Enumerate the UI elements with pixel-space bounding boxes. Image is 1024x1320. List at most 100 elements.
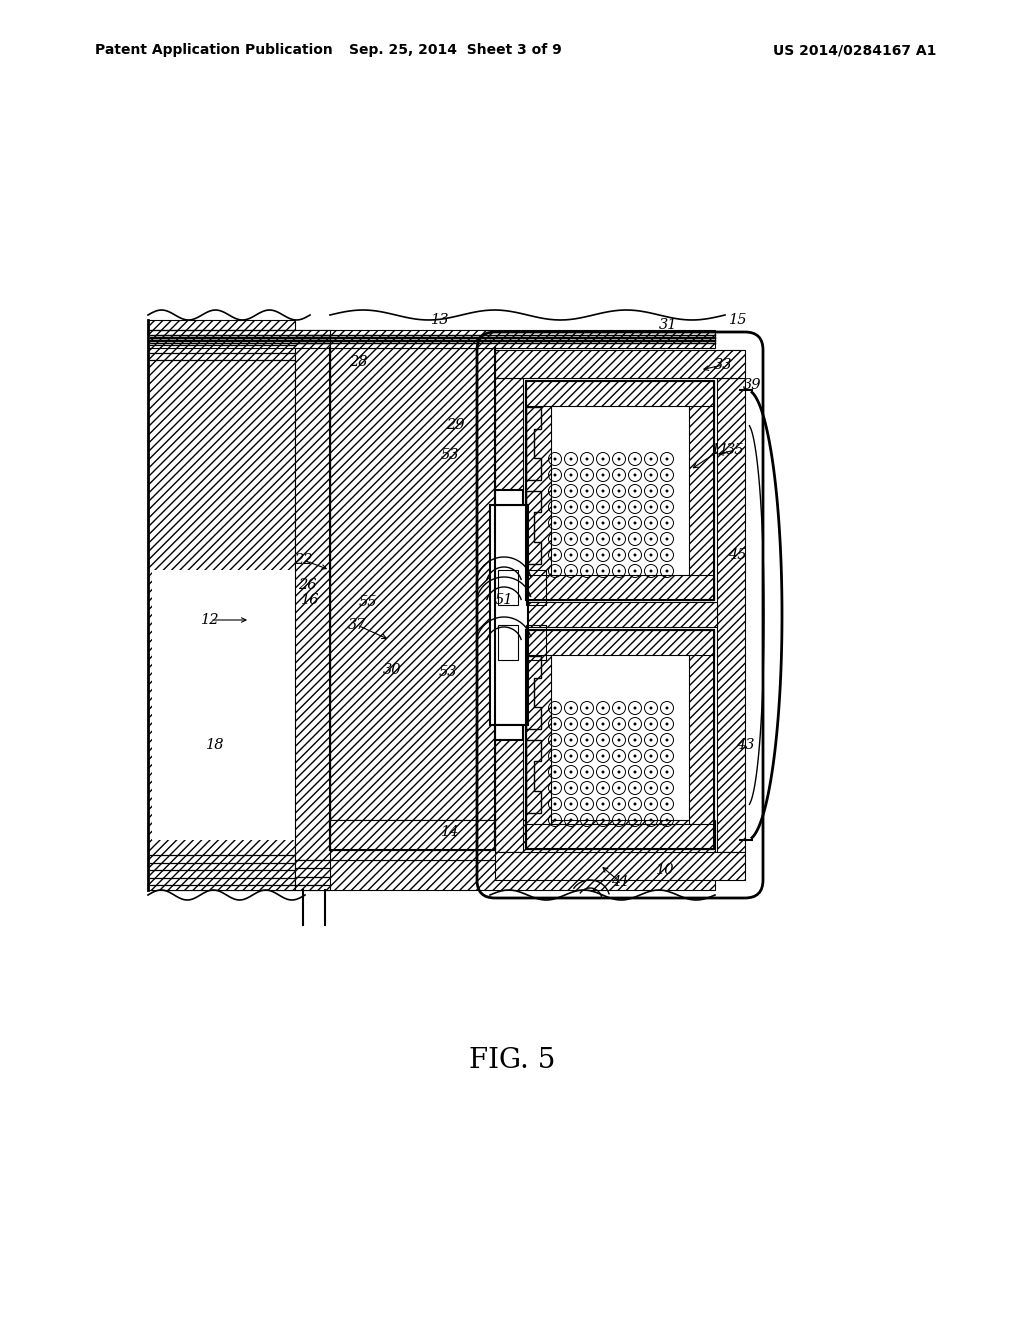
Circle shape (617, 553, 621, 557)
Bar (152, 570, 295, 840)
Text: 35: 35 (726, 444, 744, 457)
Circle shape (666, 803, 669, 805)
Circle shape (586, 490, 589, 492)
Text: 55: 55 (358, 595, 377, 609)
Text: 43: 43 (736, 738, 755, 752)
Circle shape (617, 787, 621, 789)
Circle shape (586, 553, 589, 557)
Circle shape (666, 490, 669, 492)
Circle shape (569, 771, 572, 774)
Circle shape (554, 521, 556, 524)
Bar (526, 576, 714, 601)
Circle shape (569, 553, 572, 557)
Bar (689, 630, 714, 849)
Circle shape (554, 474, 556, 477)
Circle shape (649, 537, 652, 540)
Bar (526, 630, 551, 849)
Text: 16: 16 (301, 593, 319, 607)
Bar (526, 624, 546, 660)
Bar (526, 570, 546, 605)
Circle shape (569, 803, 572, 805)
Bar (526, 630, 714, 849)
Circle shape (634, 722, 637, 726)
Circle shape (601, 787, 604, 789)
Text: FIG. 5: FIG. 5 (469, 1047, 555, 1073)
Circle shape (601, 706, 604, 710)
Bar (495, 350, 745, 378)
Circle shape (586, 787, 589, 789)
Circle shape (617, 537, 621, 540)
Circle shape (586, 755, 589, 758)
Circle shape (586, 738, 589, 742)
Bar (330, 820, 495, 850)
Circle shape (617, 706, 621, 710)
Circle shape (569, 506, 572, 508)
Circle shape (601, 738, 604, 742)
Bar (295, 330, 330, 890)
Circle shape (649, 458, 652, 461)
Circle shape (601, 474, 604, 477)
Bar (526, 381, 551, 601)
Text: 14: 14 (440, 825, 459, 840)
Circle shape (634, 803, 637, 805)
Circle shape (666, 818, 669, 821)
Circle shape (569, 738, 572, 742)
Circle shape (649, 787, 652, 789)
Circle shape (649, 722, 652, 726)
Circle shape (634, 458, 637, 461)
Text: 18: 18 (206, 738, 224, 752)
Circle shape (634, 818, 637, 821)
Circle shape (554, 569, 556, 573)
Circle shape (586, 521, 589, 524)
Circle shape (586, 506, 589, 508)
Bar (717, 378, 745, 851)
Circle shape (569, 569, 572, 573)
Circle shape (617, 458, 621, 461)
Bar (148, 861, 715, 890)
Circle shape (569, 706, 572, 710)
Circle shape (569, 755, 572, 758)
Bar (495, 851, 745, 880)
Circle shape (617, 818, 621, 821)
Circle shape (666, 506, 669, 508)
Circle shape (666, 771, 669, 774)
Circle shape (601, 803, 604, 805)
Circle shape (601, 755, 604, 758)
Circle shape (666, 738, 669, 742)
Circle shape (569, 818, 572, 821)
Text: 53: 53 (438, 665, 458, 678)
Circle shape (554, 787, 556, 789)
Circle shape (666, 553, 669, 557)
Circle shape (554, 803, 556, 805)
Circle shape (649, 738, 652, 742)
Circle shape (649, 521, 652, 524)
Circle shape (554, 722, 556, 726)
Circle shape (649, 569, 652, 573)
Text: US 2014/0284167 A1: US 2014/0284167 A1 (773, 44, 937, 57)
Circle shape (569, 537, 572, 540)
Bar (330, 348, 495, 820)
Text: 51: 51 (495, 593, 513, 607)
Circle shape (601, 569, 604, 573)
Circle shape (569, 490, 572, 492)
Circle shape (554, 755, 556, 758)
Circle shape (601, 521, 604, 524)
Circle shape (554, 818, 556, 821)
Circle shape (634, 521, 637, 524)
Circle shape (601, 490, 604, 492)
Text: 39: 39 (742, 378, 761, 392)
Bar (148, 330, 330, 348)
Circle shape (569, 521, 572, 524)
Text: 13: 13 (431, 313, 450, 327)
Bar (495, 490, 523, 506)
Circle shape (554, 771, 556, 774)
Text: 10: 10 (655, 863, 674, 876)
Circle shape (666, 537, 669, 540)
Text: 33: 33 (714, 358, 732, 372)
Circle shape (634, 506, 637, 508)
Circle shape (601, 537, 604, 540)
Circle shape (617, 771, 621, 774)
Circle shape (586, 569, 589, 573)
Circle shape (649, 771, 652, 774)
Text: 53: 53 (440, 447, 459, 462)
